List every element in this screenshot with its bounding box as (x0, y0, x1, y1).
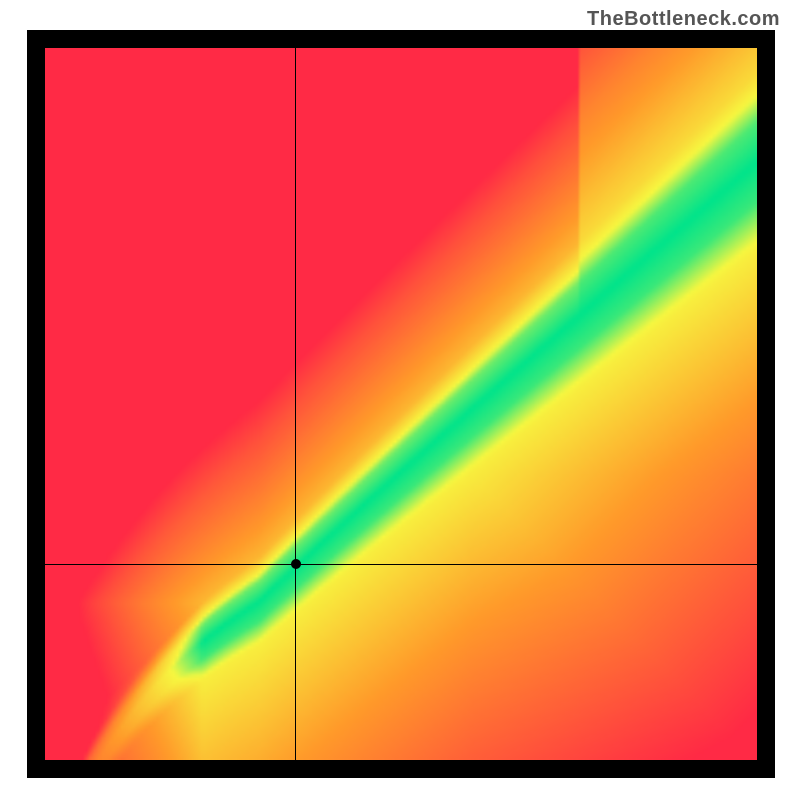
watermark-text: TheBottleneck.com (587, 8, 780, 31)
heatmap-plot (45, 48, 757, 760)
crosshair-horizontal (45, 564, 757, 565)
heatmap-canvas (45, 48, 757, 760)
crosshair-vertical (295, 48, 296, 760)
crosshair-marker (291, 559, 301, 569)
